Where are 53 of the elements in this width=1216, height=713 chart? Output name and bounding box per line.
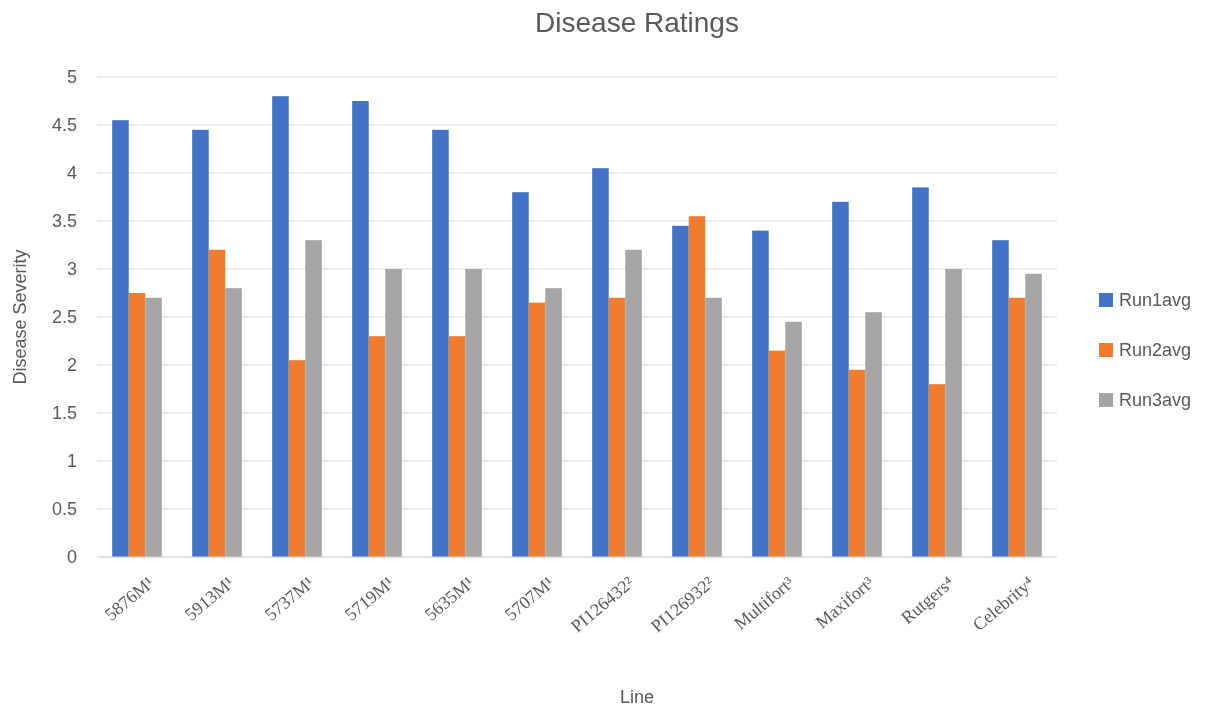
y-tick-label: 3.5 — [51, 211, 77, 232]
x-axis-title: Line — [619, 687, 655, 707]
legend-label: Run3avg — [1119, 390, 1192, 411]
bar — [865, 312, 882, 557]
bar — [465, 269, 482, 557]
bar — [992, 240, 1009, 557]
bar — [705, 297, 722, 557]
bar — [928, 384, 946, 557]
bar — [352, 101, 369, 557]
bar — [128, 293, 146, 557]
bar — [752, 230, 769, 557]
bar — [528, 302, 546, 557]
bar — [912, 187, 929, 557]
bar — [512, 192, 529, 557]
bar — [305, 240, 322, 557]
y-tick-label: 0.5 — [51, 499, 77, 520]
bar — [368, 336, 386, 557]
bar — [545, 288, 562, 557]
bar — [112, 120, 129, 557]
legend-label: Run2avg — [1119, 340, 1192, 361]
bar — [432, 129, 449, 557]
bar — [688, 216, 706, 557]
bar — [945, 269, 962, 557]
bar — [608, 297, 626, 557]
bar — [288, 360, 306, 557]
y-tick-label: 0 — [66, 547, 77, 568]
bar — [192, 129, 209, 557]
y-tick-label: 4.5 — [51, 115, 77, 136]
bar — [848, 369, 866, 557]
y-tick-label: 2 — [66, 355, 77, 376]
y-tick-label: 1.5 — [51, 403, 77, 424]
bar — [448, 336, 466, 557]
bar — [625, 249, 642, 557]
bar — [768, 350, 786, 557]
bar — [672, 225, 689, 557]
bar — [832, 201, 849, 557]
bar — [145, 297, 162, 557]
bar — [1008, 297, 1026, 557]
y-tick-label: 4 — [66, 163, 77, 184]
bar — [1025, 273, 1042, 557]
bar — [785, 321, 802, 557]
chart-title: Disease Ratings — [535, 7, 739, 38]
y-tick-label: 2.5 — [51, 307, 77, 328]
y-tick-label: 3 — [66, 259, 77, 280]
bar — [385, 269, 402, 557]
legend-label: Run1avg — [1119, 290, 1192, 311]
y-tick-label: 5 — [66, 67, 77, 88]
y-axis-title: Disease Severity — [10, 249, 30, 385]
bar — [208, 249, 226, 557]
bar — [272, 96, 289, 557]
bar — [592, 168, 609, 557]
y-tick-label: 1 — [66, 451, 77, 472]
bar — [225, 288, 242, 557]
